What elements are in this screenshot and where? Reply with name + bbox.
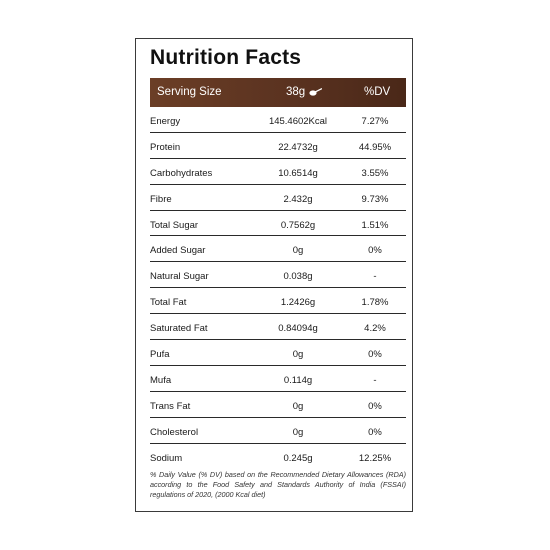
nutrient-row: Added Sugar 0g 0%: [150, 236, 406, 263]
nutrient-row: Pufa 0g 0%: [150, 340, 406, 366]
nutrient-dv: -: [373, 271, 377, 283]
nutrient-amount: 145.4602Kcal: [268, 116, 328, 127]
nutrient-amount: 1.2426g: [280, 297, 316, 309]
nutrient-name: Energy: [150, 116, 181, 127]
nutrient-row: Mufa 0.114g -: [150, 366, 406, 392]
nutrient-row: Cholesterol 0g 0%: [150, 418, 406, 444]
nutrient-dv: 0%: [368, 426, 382, 438]
nutrient-dv: 0%: [368, 400, 382, 412]
nutrient-name: Natural Sugar: [150, 271, 209, 283]
nutrient-row: Natural Sugar 0.038g -: [150, 262, 406, 289]
nutrient-dv: -: [373, 374, 377, 386]
nutrient-table: Energy 145.4602Kcal 7.27% Protein 22.4732g 44…: [150, 107, 406, 469]
serving-size-label: Serving Size: [157, 86, 222, 98]
nutrient-name: Mufa: [150, 374, 172, 386]
nutrient-name: Total Sugar: [150, 219, 199, 231]
nutrient-dv: 9.73%: [361, 193, 389, 205]
nutrient-amount: 0g: [292, 349, 304, 361]
nutrient-amount: 0g: [292, 400, 304, 412]
nutrient-name: Trans Fat: [150, 400, 191, 412]
nutrient-dv: 4.2%: [364, 323, 386, 335]
serving-header: Serving Size 38g %DV: [150, 78, 406, 107]
dv-header-label: %DV: [364, 86, 391, 98]
nutrient-amount: 0.245g: [283, 452, 313, 464]
nutrient-name: Fibre: [150, 193, 172, 205]
panel-title: Nutrition Facts: [150, 46, 302, 69]
serving-size-group: 38g: [286, 86, 323, 98]
nutrient-amount: 2.432g: [283, 193, 313, 205]
nutrient-amount: 0.038g: [283, 271, 313, 283]
nutrient-amount: 10.6514g: [278, 167, 318, 179]
nutrient-row: Energy 145.4602Kcal 7.27%: [150, 107, 406, 133]
nutrient-row: Saturated Fat 0.84094g 4.2%: [150, 314, 406, 341]
nutrient-amount: 0.7562g: [280, 219, 316, 231]
nutrient-name: Added Sugar: [150, 245, 206, 257]
nutrient-amount: 0.84094g: [278, 323, 318, 335]
nutrient-row: Sodium 0.245g 12.25%: [150, 444, 406, 470]
nutrient-name: Carbohydrates: [150, 167, 213, 179]
nutrient-row: Total Sugar 0.7562g 1.51%: [150, 211, 406, 237]
nutrient-dv: 0%: [368, 245, 382, 257]
nutrient-amount: 0.114g: [283, 374, 313, 386]
spoon-icon: [309, 87, 323, 97]
nutrient-dv: 7.27%: [361, 116, 389, 127]
nutrient-row: Total Fat 1.2426g 1.78%: [150, 288, 406, 315]
nutrient-row: Trans Fat 0g 0%: [150, 392, 406, 418]
nutrition-facts-panel: Nutrition Facts Serving Size 38g %DV Ene…: [135, 38, 413, 512]
footnote: % Daily Value (% DV) based on the Recomm…: [150, 470, 406, 500]
nutrient-name: Saturated Fat: [150, 323, 208, 335]
nutrient-name: Protein: [150, 141, 181, 153]
nutrient-dv: 1.78%: [361, 297, 389, 309]
nutrient-dv: 44.95%: [358, 141, 392, 153]
nutrient-name: Sodium: [150, 452, 183, 464]
nutrient-name: Pufa: [150, 349, 170, 361]
nutrient-name: Total Fat: [150, 297, 187, 309]
nutrient-dv: 1.51%: [361, 219, 389, 231]
nutrient-row: Protein 22.4732g 44.95%: [150, 133, 406, 159]
nutrient-dv: 0%: [368, 349, 382, 361]
nutrient-row: Fibre 2.432g 9.73%: [150, 185, 406, 211]
nutrient-amount: 0g: [292, 245, 304, 257]
nutrient-dv: 3.55%: [361, 167, 389, 179]
nutrient-amount: 22.4732g: [278, 141, 318, 153]
nutrient-row: Carbohydrates 10.6514g 3.55%: [150, 159, 406, 185]
serving-size-value: 38g: [286, 86, 306, 98]
nutrient-name: Cholesterol: [150, 426, 199, 438]
nutrient-amount: 0g: [292, 426, 304, 438]
nutrient-dv: 12.25%: [358, 452, 392, 464]
